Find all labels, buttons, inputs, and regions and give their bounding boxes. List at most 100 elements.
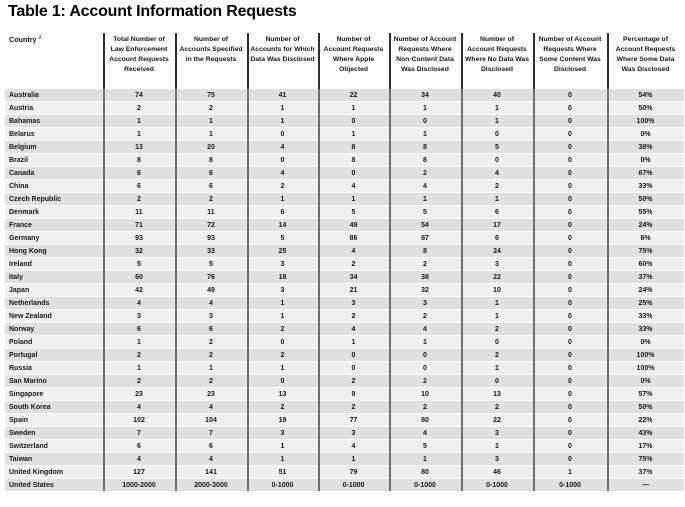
value-cell: 3 (247, 258, 318, 271)
country-cell: Belarus (5, 128, 103, 141)
value-cell: 0 (533, 141, 607, 154)
country-cell: Spain (5, 414, 103, 427)
country-cell: San Marino (5, 375, 103, 388)
value-cell: 77 (318, 414, 389, 427)
value-cell: 2 (389, 375, 461, 388)
country-header-footnote: 2 (38, 35, 42, 41)
value-cell: 4 (318, 245, 389, 258)
table-header-row: Country 2 Total Number of Law Enforcemen… (5, 33, 684, 89)
table-row: China 6 6 2 4 4 2 0 33% (5, 180, 684, 193)
value-cell: 93 (175, 232, 247, 245)
country-cell: Taiwan (5, 453, 103, 466)
value-cell: 0 (318, 115, 389, 128)
value-cell: 5 (175, 258, 247, 271)
value-cell: 5 (461, 141, 533, 154)
value-cell: 0 (533, 258, 607, 271)
value-cell: 4 (247, 167, 318, 180)
value-cell: 1 (389, 453, 461, 466)
value-cell: 33 (175, 245, 247, 258)
value-cell: 2 (461, 401, 533, 414)
value-cell: 0 (247, 154, 318, 167)
value-cell: 0 (533, 128, 607, 141)
table-row: South Korea 4 4 2 2 2 2 0 50% (5, 401, 684, 414)
value-cell: 0 (247, 375, 318, 388)
table-row: France 71 72 14 49 54 17 0 24% (5, 219, 684, 232)
value-cell: 0 (533, 219, 607, 232)
value-cell: 0-1000 (318, 479, 389, 492)
table-row: Netherlands 4 4 1 3 3 1 0 25% (5, 297, 684, 310)
table-row: United Kingdom 127 141 51 79 80 46 1 37% (5, 466, 684, 479)
column-header-3: Number of Accounts for Which Data Was Di… (247, 33, 318, 89)
value-cell: 41 (247, 89, 318, 102)
country-cell: New Zealand (5, 310, 103, 323)
column-header-5: Number of Account Requests Where Non-Con… (389, 33, 461, 89)
value-cell: 50% (607, 193, 684, 206)
table-row: Singapore 23 23 13 9 10 13 0 57% (5, 388, 684, 401)
value-cell: 1 (318, 102, 389, 115)
value-cell: 0 (533, 453, 607, 466)
value-cell: 22 (461, 271, 533, 284)
column-header-4: Number of Account Requests Where Apple O… (318, 33, 389, 89)
country-cell: Czech Republic (5, 193, 103, 206)
value-cell: 1 (175, 128, 247, 141)
value-cell: 9 (318, 388, 389, 401)
column-header-6: Number of Account Requests Where No Data… (461, 33, 533, 89)
value-cell: 0 (318, 362, 389, 375)
value-cell: 8 (318, 154, 389, 167)
country-cell: Ireland (5, 258, 103, 271)
table-row: Norway 6 6 2 4 4 2 0 33% (5, 323, 684, 336)
table-row: Brazil 8 8 0 8 8 0 0 0% (5, 154, 684, 167)
country-cell: Switzerland (5, 440, 103, 453)
value-cell: 6 (103, 440, 175, 453)
column-header-8: Percentage of Account Requests Where Som… (607, 33, 684, 89)
value-cell: 80 (389, 414, 461, 427)
value-cell: 49 (175, 284, 247, 297)
value-cell: 6 (247, 206, 318, 219)
value-cell: 5 (389, 440, 461, 453)
value-cell: 3 (389, 297, 461, 310)
column-header-7: Number of Account Requests Where Some Co… (533, 33, 607, 89)
value-cell: 3 (318, 297, 389, 310)
value-cell: 40 (461, 89, 533, 102)
value-cell: 0 (533, 336, 607, 349)
value-cell: 0 (389, 349, 461, 362)
value-cell: 0 (533, 180, 607, 193)
value-cell: 1 (318, 193, 389, 206)
column-header-2: Number of Accounts Specified in the Requ… (175, 33, 247, 89)
value-cell: 0 (318, 349, 389, 362)
value-cell: 22 (318, 89, 389, 102)
value-cell: 0 (533, 102, 607, 115)
value-cell: 2 (247, 349, 318, 362)
country-cell: Brazil (5, 154, 103, 167)
value-cell: 0 (533, 193, 607, 206)
value-cell: 3 (103, 310, 175, 323)
country-cell: Japan (5, 284, 103, 297)
value-cell: 14 (247, 219, 318, 232)
value-cell: 74 (103, 89, 175, 102)
value-cell: 13 (247, 388, 318, 401)
value-cell: 7 (103, 427, 175, 440)
value-cell: 34 (389, 89, 461, 102)
value-cell: 1 (461, 102, 533, 115)
value-cell: 3 (247, 284, 318, 297)
value-cell: 1 (389, 128, 461, 141)
country-cell: United Kingdom (5, 466, 103, 479)
value-cell: 102 (103, 414, 175, 427)
value-cell: 1 (175, 362, 247, 375)
value-cell: 100% (607, 115, 684, 128)
value-cell: 1 (461, 193, 533, 206)
value-cell: 0 (533, 440, 607, 453)
value-cell: 25% (607, 297, 684, 310)
value-cell: 0-1000 (389, 479, 461, 492)
country-cell: Russia (5, 362, 103, 375)
value-cell: 3 (318, 427, 389, 440)
value-cell: 75% (607, 453, 684, 466)
value-cell: 3 (461, 258, 533, 271)
country-cell: United States (5, 479, 103, 492)
table-row: Denmark 11 11 6 5 5 6 0 55% (5, 206, 684, 219)
value-cell: 11 (175, 206, 247, 219)
value-cell: 37% (607, 466, 684, 479)
value-cell: 87 (389, 232, 461, 245)
value-cell: 8 (389, 154, 461, 167)
value-cell: 21 (318, 284, 389, 297)
